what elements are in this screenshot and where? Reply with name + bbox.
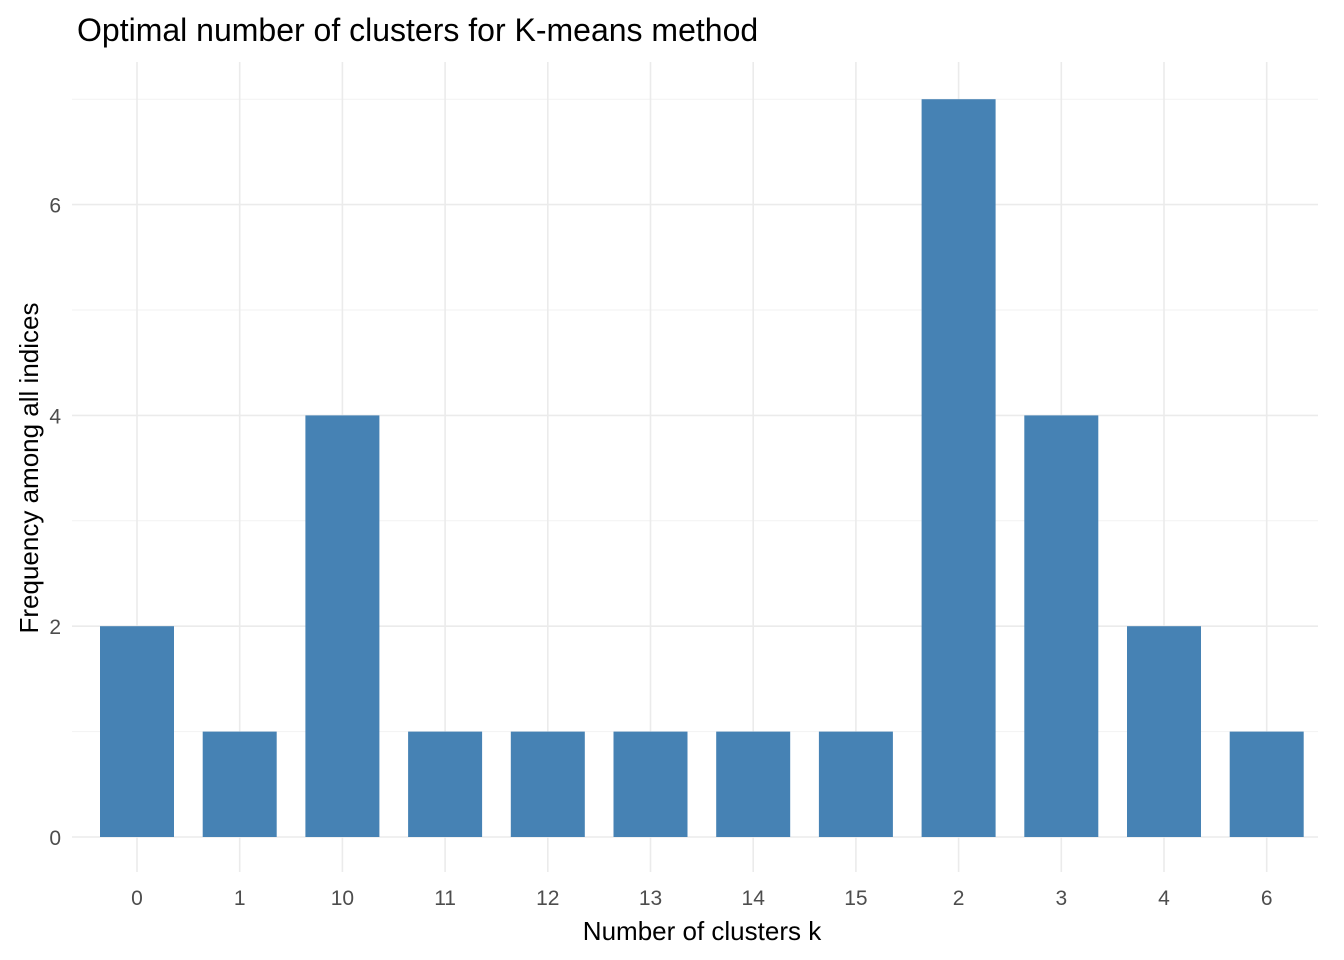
bar-k-0 xyxy=(100,626,174,837)
bar-k-4 xyxy=(1127,626,1201,837)
x-tick-label: 14 xyxy=(742,887,766,910)
bar-k-3 xyxy=(1024,415,1099,837)
y-tick-label: 4 xyxy=(49,405,61,428)
bar-k-10 xyxy=(305,415,380,837)
x-tick-label: 4 xyxy=(1158,887,1170,910)
bar-k-14 xyxy=(716,731,791,837)
bar-k-12 xyxy=(510,731,585,837)
y-tick-label: 0 xyxy=(49,827,61,850)
bar-k-11 xyxy=(408,731,483,837)
bars xyxy=(100,99,1304,837)
bar-k-2 xyxy=(921,99,996,837)
x-tick-label: 2 xyxy=(953,887,965,910)
y-axis-ticks: 0 2 4 6 xyxy=(49,195,61,850)
y-tick-label: 6 xyxy=(49,195,61,218)
x-axis-title: Number of clusters k xyxy=(583,916,822,946)
bar-k-1 xyxy=(202,731,277,837)
x-tick-label: 11 xyxy=(434,887,456,910)
x-tick-label: 6 xyxy=(1261,887,1273,910)
x-tick-label: 15 xyxy=(844,887,867,910)
y-axis-title: Frequency among all indices xyxy=(14,303,44,634)
x-tick-label: 0 xyxy=(131,887,143,910)
x-tick-label: 10 xyxy=(331,887,354,910)
x-tick-label: 1 xyxy=(234,887,246,910)
bar-k-13 xyxy=(613,731,688,837)
bar-k-6 xyxy=(1229,731,1304,837)
x-tick-label: 12 xyxy=(536,887,559,910)
bar-k-15 xyxy=(818,731,893,837)
chart-title: Optimal number of clusters for K-means m… xyxy=(77,12,758,48)
x-tick-label: 3 xyxy=(1055,887,1067,910)
x-tick-label: 13 xyxy=(639,887,662,910)
y-tick-label: 2 xyxy=(49,616,61,639)
x-axis-ticks: 0 1 10 11 12 13 14 15 2 3 4 6 xyxy=(131,887,1272,910)
